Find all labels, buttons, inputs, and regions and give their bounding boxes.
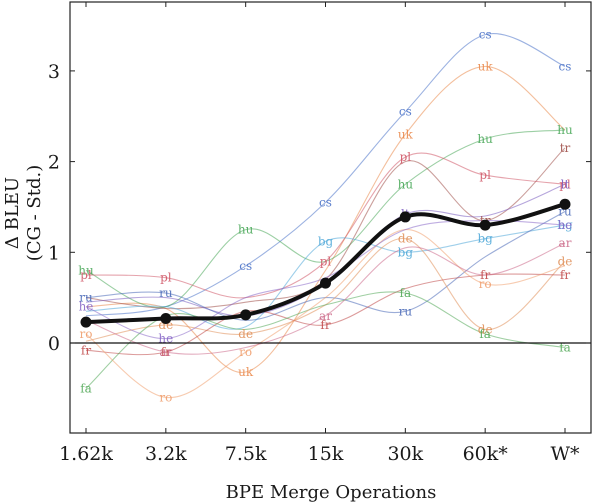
lang-label-fa: fa (479, 327, 491, 341)
lang-label-fa: fa (400, 286, 412, 300)
x-tick-label: 30k (387, 443, 423, 465)
lang-label-pl: pl (479, 168, 491, 182)
plot-frame (69, 1, 592, 434)
lang-label-ru: ru (79, 291, 93, 305)
x-tick-label: 7.5k (225, 443, 267, 465)
lang-label-uk: uk (398, 127, 414, 141)
y-tick-label: 0 (48, 333, 60, 355)
lang-label-fr: fr (480, 268, 490, 282)
lang-label-bg: bg (398, 245, 414, 259)
lang-label-cs: cs (319, 195, 332, 209)
lang-label-fr: fr (161, 345, 171, 359)
lang-label-ro: ro (479, 277, 492, 291)
lang-label-ru: ru (399, 304, 413, 318)
lang-label-lt: lt (561, 177, 570, 191)
series-line-ar (85, 242, 566, 355)
x-tick-label: 15k (308, 443, 344, 465)
series-line-bg (85, 224, 566, 330)
lang-label-ro: ro (159, 390, 172, 404)
y-tick-label: 3 (48, 61, 60, 83)
mean-point-1 (160, 313, 172, 325)
lang-label-hu: hu (238, 223, 254, 237)
lang-label-hu: hu (557, 123, 573, 137)
x-tick-label: 1.62k (59, 443, 113, 465)
y-tick-label: 2 (48, 152, 60, 174)
lang-label-ro: ro (239, 345, 252, 359)
x-tick-label: 3.2k (145, 443, 187, 465)
lang-label-ar: ar (319, 309, 332, 323)
lang-label-cs: cs (239, 259, 252, 273)
x-tick-label: W* (550, 443, 580, 465)
lang-label-pl: pl (559, 177, 571, 191)
mean-point-2 (240, 309, 252, 321)
lang-label-hu: hu (78, 263, 94, 277)
mean-point-6 (559, 198, 571, 210)
lang-label-uk: uk (478, 59, 494, 73)
lang-label-bg: bg (318, 234, 334, 248)
lang-label-fa: fa (80, 381, 92, 395)
x-axis-title: BPE Merge Operations (226, 482, 437, 503)
lang-label-cs: cs (479, 28, 492, 42)
lang-label-pl: pl (400, 150, 412, 164)
lang-label-bg: bg (557, 218, 573, 232)
lang-label-hu: hu (398, 177, 414, 191)
lang-label-de: de (478, 322, 493, 336)
lang-label-ru: ru (159, 286, 173, 300)
mean-line (80, 198, 571, 328)
lang-label-cs: cs (559, 59, 572, 73)
lang-label-fa: fa (559, 341, 571, 355)
series-line-cs (85, 32, 566, 317)
lang-label-pl: pl (80, 268, 92, 282)
lang-label-fr: fr (560, 268, 570, 282)
lang-label-bg: bg (477, 232, 493, 246)
series-line-de (85, 238, 566, 342)
lang-label-pl: pl (320, 254, 332, 268)
tick-labels: 1.62k 3.2k 7.5k 15k 30k 60k* W* 0 1 2 3 (48, 61, 580, 465)
mean-point-4 (399, 211, 411, 223)
axis-titles: BPE Merge Operations Δ BLEU (CG - Std.) (2, 165, 436, 503)
lang-label-de: de (558, 254, 573, 268)
series-line-ro (85, 229, 566, 398)
lang-label-hu: hu (477, 132, 493, 146)
lang-label-fr: fr (320, 318, 330, 332)
mean-point-5 (479, 219, 491, 231)
lang-label-de: de (238, 327, 253, 341)
y-axis-title-line1: Δ BLEU (2, 177, 23, 249)
lang-label-ar: ar (559, 236, 572, 250)
lang-label-pl: pl (160, 271, 172, 285)
lang-label-ro: ro (80, 327, 93, 341)
lang-label-he: he (558, 218, 573, 232)
lang-label-tr: tr (560, 141, 571, 155)
mean-point-0 (80, 316, 92, 328)
x-tick-label: 60k* (463, 443, 509, 465)
series-line-uk (85, 65, 566, 373)
lang-label-fr: fr (81, 343, 91, 357)
lang-label-he: he (79, 300, 94, 314)
lang-label-cs: cs (399, 105, 412, 119)
y-axis-title-line2: (CG - Std.) (24, 165, 45, 262)
lang-label-uk: uk (238, 365, 254, 379)
lang-label-he: he (158, 331, 173, 345)
y-tick-label: 1 (48, 242, 60, 264)
lang-label-de: de (398, 232, 413, 246)
axes (69, 1, 592, 434)
mean-point-3 (320, 277, 331, 289)
lang-label-ar: ar (159, 345, 172, 359)
series-line-pl (85, 152, 566, 299)
